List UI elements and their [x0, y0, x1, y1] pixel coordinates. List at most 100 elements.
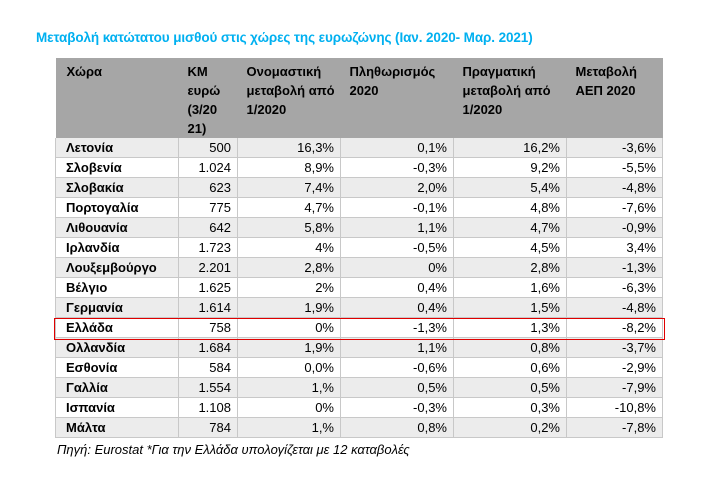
cell-nominal-change: 1,9% [237, 297, 341, 318]
cell-country: Εσθονία [55, 357, 179, 378]
cell-nominal-change: 4% [237, 237, 341, 258]
cell-gdp-change: -1,3% [566, 257, 663, 278]
cell-real-change: 4,8% [453, 197, 567, 218]
cell-nominal-change: 1,% [237, 417, 341, 438]
source-footnote: Πηγή: Eurostat *Για την Ελλάδα υπολογίζε… [57, 442, 410, 457]
cell-inflation: 2,0% [340, 177, 454, 198]
cell-inflation: 1,1% [340, 217, 454, 238]
cell-real-change: 9,2% [453, 157, 567, 178]
cell-gdp-change: -4,8% [566, 177, 663, 198]
cell-real-change: 4,7% [453, 217, 567, 238]
cell-inflation: 0,4% [340, 277, 454, 298]
cell-min-wage: 1.684 [178, 337, 238, 358]
cell-gdp-change: -10,8% [566, 397, 663, 418]
table-row: Λουξεμβούργο 2.201 2,8% 0% 2,8% -1,3% [55, 257, 663, 278]
cell-inflation: -0,6% [340, 357, 454, 378]
cell-inflation: -0,3% [340, 157, 454, 178]
cell-gdp-change: -3,6% [566, 138, 663, 158]
cell-inflation: -0,3% [340, 397, 454, 418]
cell-nominal-change: 16,3% [237, 138, 341, 158]
cell-gdp-change: -7,6% [566, 197, 663, 218]
cell-nominal-change: 2% [237, 277, 341, 298]
cell-inflation: 1,1% [340, 337, 454, 358]
header-min-wage: ΚΜ ευρώ (3/20 21) [178, 58, 238, 138]
table-row: Σλοβενία 1.024 8,9% -0,3% 9,2% -5,5% [55, 157, 663, 178]
cell-min-wage: 758 [178, 317, 238, 338]
header-nominal-change: Ονομαστική μεταβολή από 1/2020 [237, 58, 341, 138]
cell-gdp-change: -4,8% [566, 297, 663, 318]
table-row: Εσθονία 584 0,0% -0,6% 0,6% -2,9% [55, 357, 663, 378]
cell-gdp-change: -2,9% [566, 357, 663, 378]
cell-real-change: 2,8% [453, 257, 567, 278]
cell-real-change: 0,6% [453, 357, 567, 378]
header-row: Χώρα ΚΜ ευρώ (3/20 21) Ονομαστική μεταβο… [55, 58, 663, 138]
cell-country: Βέλγιο [55, 277, 179, 298]
cell-gdp-change: -5,5% [566, 157, 663, 178]
cell-min-wage: 1.723 [178, 237, 238, 258]
cell-real-change: 1,5% [453, 297, 567, 318]
cell-real-change: 0,3% [453, 397, 567, 418]
cell-country: Ιρλανδία [55, 237, 179, 258]
cell-country: Μάλτα [55, 417, 179, 438]
cell-gdp-change: -6,3% [566, 277, 663, 298]
cell-inflation: 0,4% [340, 297, 454, 318]
table-row: Σλοβακία 623 7,4% 2,0% 5,4% -4,8% [55, 177, 663, 198]
cell-country: Ισπανία [55, 397, 179, 418]
table-row: Γαλλία 1.554 1,% 0,5% 0,5% -7,9% [55, 377, 663, 398]
cell-min-wage: 1.108 [178, 397, 238, 418]
cell-min-wage: 1.024 [178, 157, 238, 178]
cell-real-change: 4,5% [453, 237, 567, 258]
cell-country: Σλοβενία [55, 157, 179, 178]
cell-nominal-change: 2,8% [237, 257, 341, 278]
cell-country: Λουξεμβούργο [55, 257, 179, 278]
cell-nominal-change: 4,7% [237, 197, 341, 218]
cell-gdp-change: -3,7% [566, 337, 663, 358]
cell-country: Γαλλία [55, 377, 179, 398]
cell-inflation: -0,5% [340, 237, 454, 258]
cell-min-wage: 1.625 [178, 277, 238, 298]
cell-nominal-change: 7,4% [237, 177, 341, 198]
cell-min-wage: 1.614 [178, 297, 238, 318]
cell-inflation: 0,8% [340, 417, 454, 438]
table-row: Πορτογαλία 775 4,7% -0,1% 4,8% -7,6% [55, 197, 663, 218]
cell-min-wage: 1.554 [178, 377, 238, 398]
table-row: Ισπανία 1.108 0% -0,3% 0,3% -10,8% [55, 397, 663, 418]
cell-nominal-change: 1,% [237, 377, 341, 398]
cell-nominal-change: 0% [237, 397, 341, 418]
cell-gdp-change: -7,9% [566, 377, 663, 398]
cell-country: Λετονία [55, 138, 179, 158]
cell-gdp-change: 3,4% [566, 237, 663, 258]
cell-min-wage: 642 [178, 217, 238, 238]
cell-country: Ελλάδα [55, 317, 179, 338]
cell-gdp-change: -0,9% [566, 217, 663, 238]
cell-real-change: 0,5% [453, 377, 567, 398]
table-row: Ιρλανδία 1.723 4% -0,5% 4,5% 3,4% [55, 237, 663, 258]
table-row: Ολλανδία 1.684 1,9% 1,1% 0,8% -3,7% [55, 337, 663, 358]
cell-min-wage: 2.201 [178, 257, 238, 278]
table-row: Λιθουανία 642 5,8% 1,1% 4,7% -0,9% [55, 217, 663, 238]
cell-min-wage: 623 [178, 177, 238, 198]
cell-real-change: 5,4% [453, 177, 567, 198]
minimum-wage-table: Χώρα ΚΜ ευρώ (3/20 21) Ονομαστική μεταβο… [55, 58, 663, 438]
cell-country: Σλοβακία [55, 177, 179, 198]
cell-nominal-change: 8,9% [237, 157, 341, 178]
table-row: Ελλάδα 758 0% -1,3% 1,3% -8,2% [55, 317, 663, 338]
table-row: Λετονία 500 16,3% 0,1% 16,2% -3,6% [55, 138, 663, 158]
header-inflation: Πληθωρισμός 2020 [340, 58, 454, 138]
cell-country: Ολλανδία [55, 337, 179, 358]
cell-min-wage: 775 [178, 197, 238, 218]
cell-country: Γερμανία [55, 297, 179, 318]
cell-inflation: -0,1% [340, 197, 454, 218]
cell-min-wage: 584 [178, 357, 238, 378]
cell-nominal-change: 0,0% [237, 357, 341, 378]
header-real-change: Πραγματική μεταβολή από 1/2020 [453, 58, 567, 138]
cell-nominal-change: 0% [237, 317, 341, 338]
cell-min-wage: 500 [178, 138, 238, 158]
cell-inflation: -1,3% [340, 317, 454, 338]
table-title: Μεταβολή κατώτατου μισθού στις χώρες της… [36, 30, 533, 45]
header-gdp-change: Μεταβολή ΑΕΠ 2020 [566, 58, 663, 138]
cell-min-wage: 784 [178, 417, 238, 438]
table-row: Βέλγιο 1.625 2% 0,4% 1,6% -6,3% [55, 277, 663, 298]
cell-real-change: 1,6% [453, 277, 567, 298]
cell-nominal-change: 1,9% [237, 337, 341, 358]
